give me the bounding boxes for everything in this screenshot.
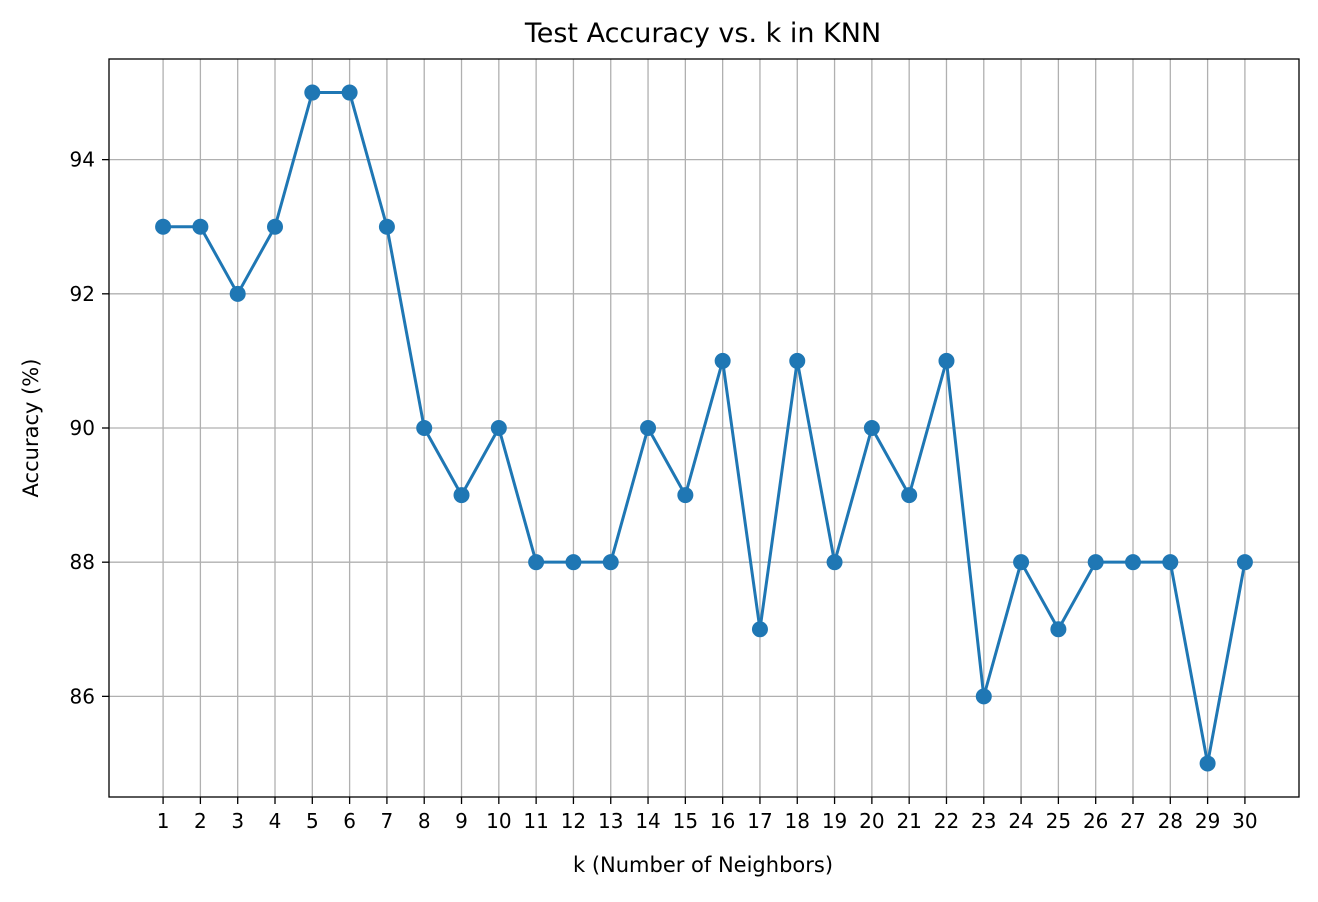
x-tick-label: 29: [1195, 809, 1220, 833]
x-tick-label: 18: [785, 809, 810, 833]
y-tick-label: 92: [70, 282, 95, 306]
data-point: [1236, 554, 1253, 571]
x-axis-label: k (Number of Neighbors): [573, 853, 833, 877]
x-tick-label: 23: [971, 809, 996, 833]
x-axis-ticks: 1 2 3 4 5 6 7 8 9 10 11 12 13 14 15 16 17 18 19 20 21 22 23 24 2…: [157, 797, 1258, 833]
x-tick-label: 2: [194, 809, 207, 833]
x-tick-label: 16: [710, 809, 735, 833]
data-point: [490, 420, 507, 436]
data-point: [304, 84, 321, 101]
x-tick-label: 14: [635, 809, 660, 833]
x-tick-label: 5: [306, 809, 319, 833]
series-layer: [155, 84, 1253, 772]
x-tick-label: 27: [1120, 809, 1145, 833]
data-point: [1162, 554, 1179, 571]
data-point: [751, 621, 768, 638]
data-point: [341, 84, 358, 101]
data-point: [602, 554, 619, 571]
data-point: [677, 487, 694, 504]
data-point: [192, 218, 209, 235]
data-point: [1199, 755, 1216, 772]
x-tick-label: 24: [1008, 809, 1033, 833]
x-tick-label: 15: [673, 809, 698, 833]
data-point: [1013, 554, 1030, 571]
data-point: [789, 352, 806, 369]
data-point: [640, 420, 657, 436]
data-point: [378, 218, 395, 235]
x-tick-label: 25: [1046, 809, 1071, 833]
x-tick-label: 6: [343, 809, 356, 833]
data-point: [229, 285, 246, 302]
data-point: [714, 352, 731, 369]
x-tick-label: 9: [455, 809, 468, 833]
data-point: [1050, 621, 1067, 638]
x-tick-label: 11: [523, 809, 548, 833]
x-tick-label: 19: [822, 809, 847, 833]
x-tick-label: 20: [859, 809, 884, 833]
x-tick-label: 3: [231, 809, 244, 833]
data-point: [863, 420, 880, 436]
x-tick-label: 17: [747, 809, 772, 833]
data-point: [565, 554, 582, 571]
x-tick-label: 30: [1232, 809, 1257, 833]
data-point: [1087, 554, 1104, 571]
data-point: [453, 487, 470, 504]
y-tick-label: 94: [70, 148, 95, 172]
data-point: [901, 487, 918, 504]
data-point: [938, 352, 955, 369]
y-tick-label: 88: [70, 550, 95, 574]
x-tick-label: 21: [896, 809, 921, 833]
x-tick-label: 12: [561, 809, 586, 833]
data-point: [155, 218, 172, 235]
y-axis-ticks: 86 88 90 92 94: [70, 148, 109, 708]
y-axis-label: Accuracy (%): [19, 359, 43, 498]
data-point: [528, 554, 545, 571]
x-tick-label: 13: [598, 809, 623, 833]
data-point: [1124, 554, 1141, 571]
x-tick-label: 8: [418, 809, 431, 833]
chart-title: Test Accuracy vs. k in KNN: [524, 18, 881, 49]
y-tick-label: 90: [70, 416, 95, 440]
y-tick-label: 86: [70, 684, 95, 708]
data-point: [267, 218, 284, 235]
x-tick-label: 7: [381, 809, 394, 833]
x-tick-label: 4: [269, 809, 282, 833]
data-point: [416, 420, 433, 436]
x-tick-label: 22: [934, 809, 959, 833]
x-tick-label: 1: [157, 809, 170, 833]
x-tick-label: 26: [1083, 809, 1108, 833]
data-point: [975, 688, 992, 705]
data-point: [826, 554, 843, 571]
x-tick-label: 28: [1158, 809, 1183, 833]
x-tick-label: 10: [486, 809, 511, 833]
